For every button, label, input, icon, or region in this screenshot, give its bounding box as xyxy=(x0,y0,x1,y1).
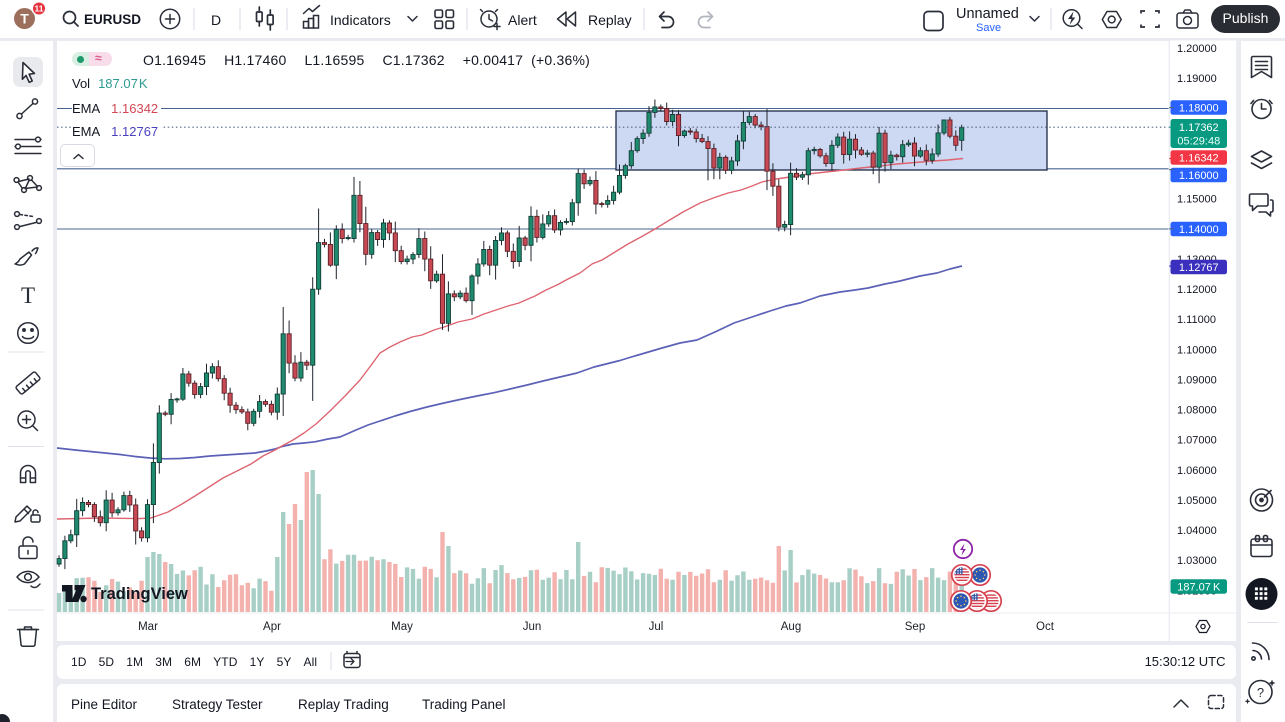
svg-text:TradingView: TradingView xyxy=(91,585,188,603)
svg-text:1.11000: 1.11000 xyxy=(1177,314,1216,326)
svg-text:11: 11 xyxy=(35,4,44,14)
svg-text:T: T xyxy=(20,11,29,27)
svg-text:1.06000: 1.06000 xyxy=(1177,465,1217,477)
svg-text:1.07000: 1.07000 xyxy=(1177,435,1217,447)
svg-text:Jul: Jul xyxy=(649,621,664,633)
svg-text:1.15000: 1.15000 xyxy=(1177,194,1217,206)
svg-text:Apr: Apr xyxy=(263,621,281,633)
svg-text:1.16000: 1.16000 xyxy=(1179,170,1219,182)
svg-text:1.10000: 1.10000 xyxy=(1177,344,1217,356)
svg-text:05:29:48: 05:29:48 xyxy=(1177,136,1220,148)
svg-text:1.08000: 1.08000 xyxy=(1177,405,1217,417)
svg-text:1.12000: 1.12000 xyxy=(1177,284,1217,296)
svg-text:Oct: Oct xyxy=(1036,621,1055,633)
svg-text:Sep: Sep xyxy=(905,621,925,633)
svg-text:1.05000: 1.05000 xyxy=(1177,495,1217,507)
svg-text:?: ? xyxy=(1257,685,1264,700)
svg-text:Aug: Aug xyxy=(781,621,801,633)
svg-text:1.17362: 1.17362 xyxy=(1179,122,1219,134)
svg-text:1.03000: 1.03000 xyxy=(1177,555,1217,567)
svg-text:1.20000: 1.20000 xyxy=(1177,43,1217,55)
svg-text:1.12767: 1.12767 xyxy=(1179,262,1219,274)
svg-text:1.16342: 1.16342 xyxy=(1179,152,1219,164)
svg-text:1.04000: 1.04000 xyxy=(1177,525,1217,537)
svg-text:1.09000: 1.09000 xyxy=(1177,374,1217,386)
svg-text:1.18000: 1.18000 xyxy=(1179,102,1219,114)
svg-text:Mar: Mar xyxy=(138,621,158,633)
svg-text:1.14000: 1.14000 xyxy=(1179,224,1219,236)
svg-text:187.07 K: 187.07 K xyxy=(1177,581,1221,593)
svg-text:May: May xyxy=(391,621,413,633)
svg-text:1.19000: 1.19000 xyxy=(1177,73,1217,85)
svg-text:T: T xyxy=(21,283,35,308)
svg-text:Jun: Jun xyxy=(523,621,542,633)
